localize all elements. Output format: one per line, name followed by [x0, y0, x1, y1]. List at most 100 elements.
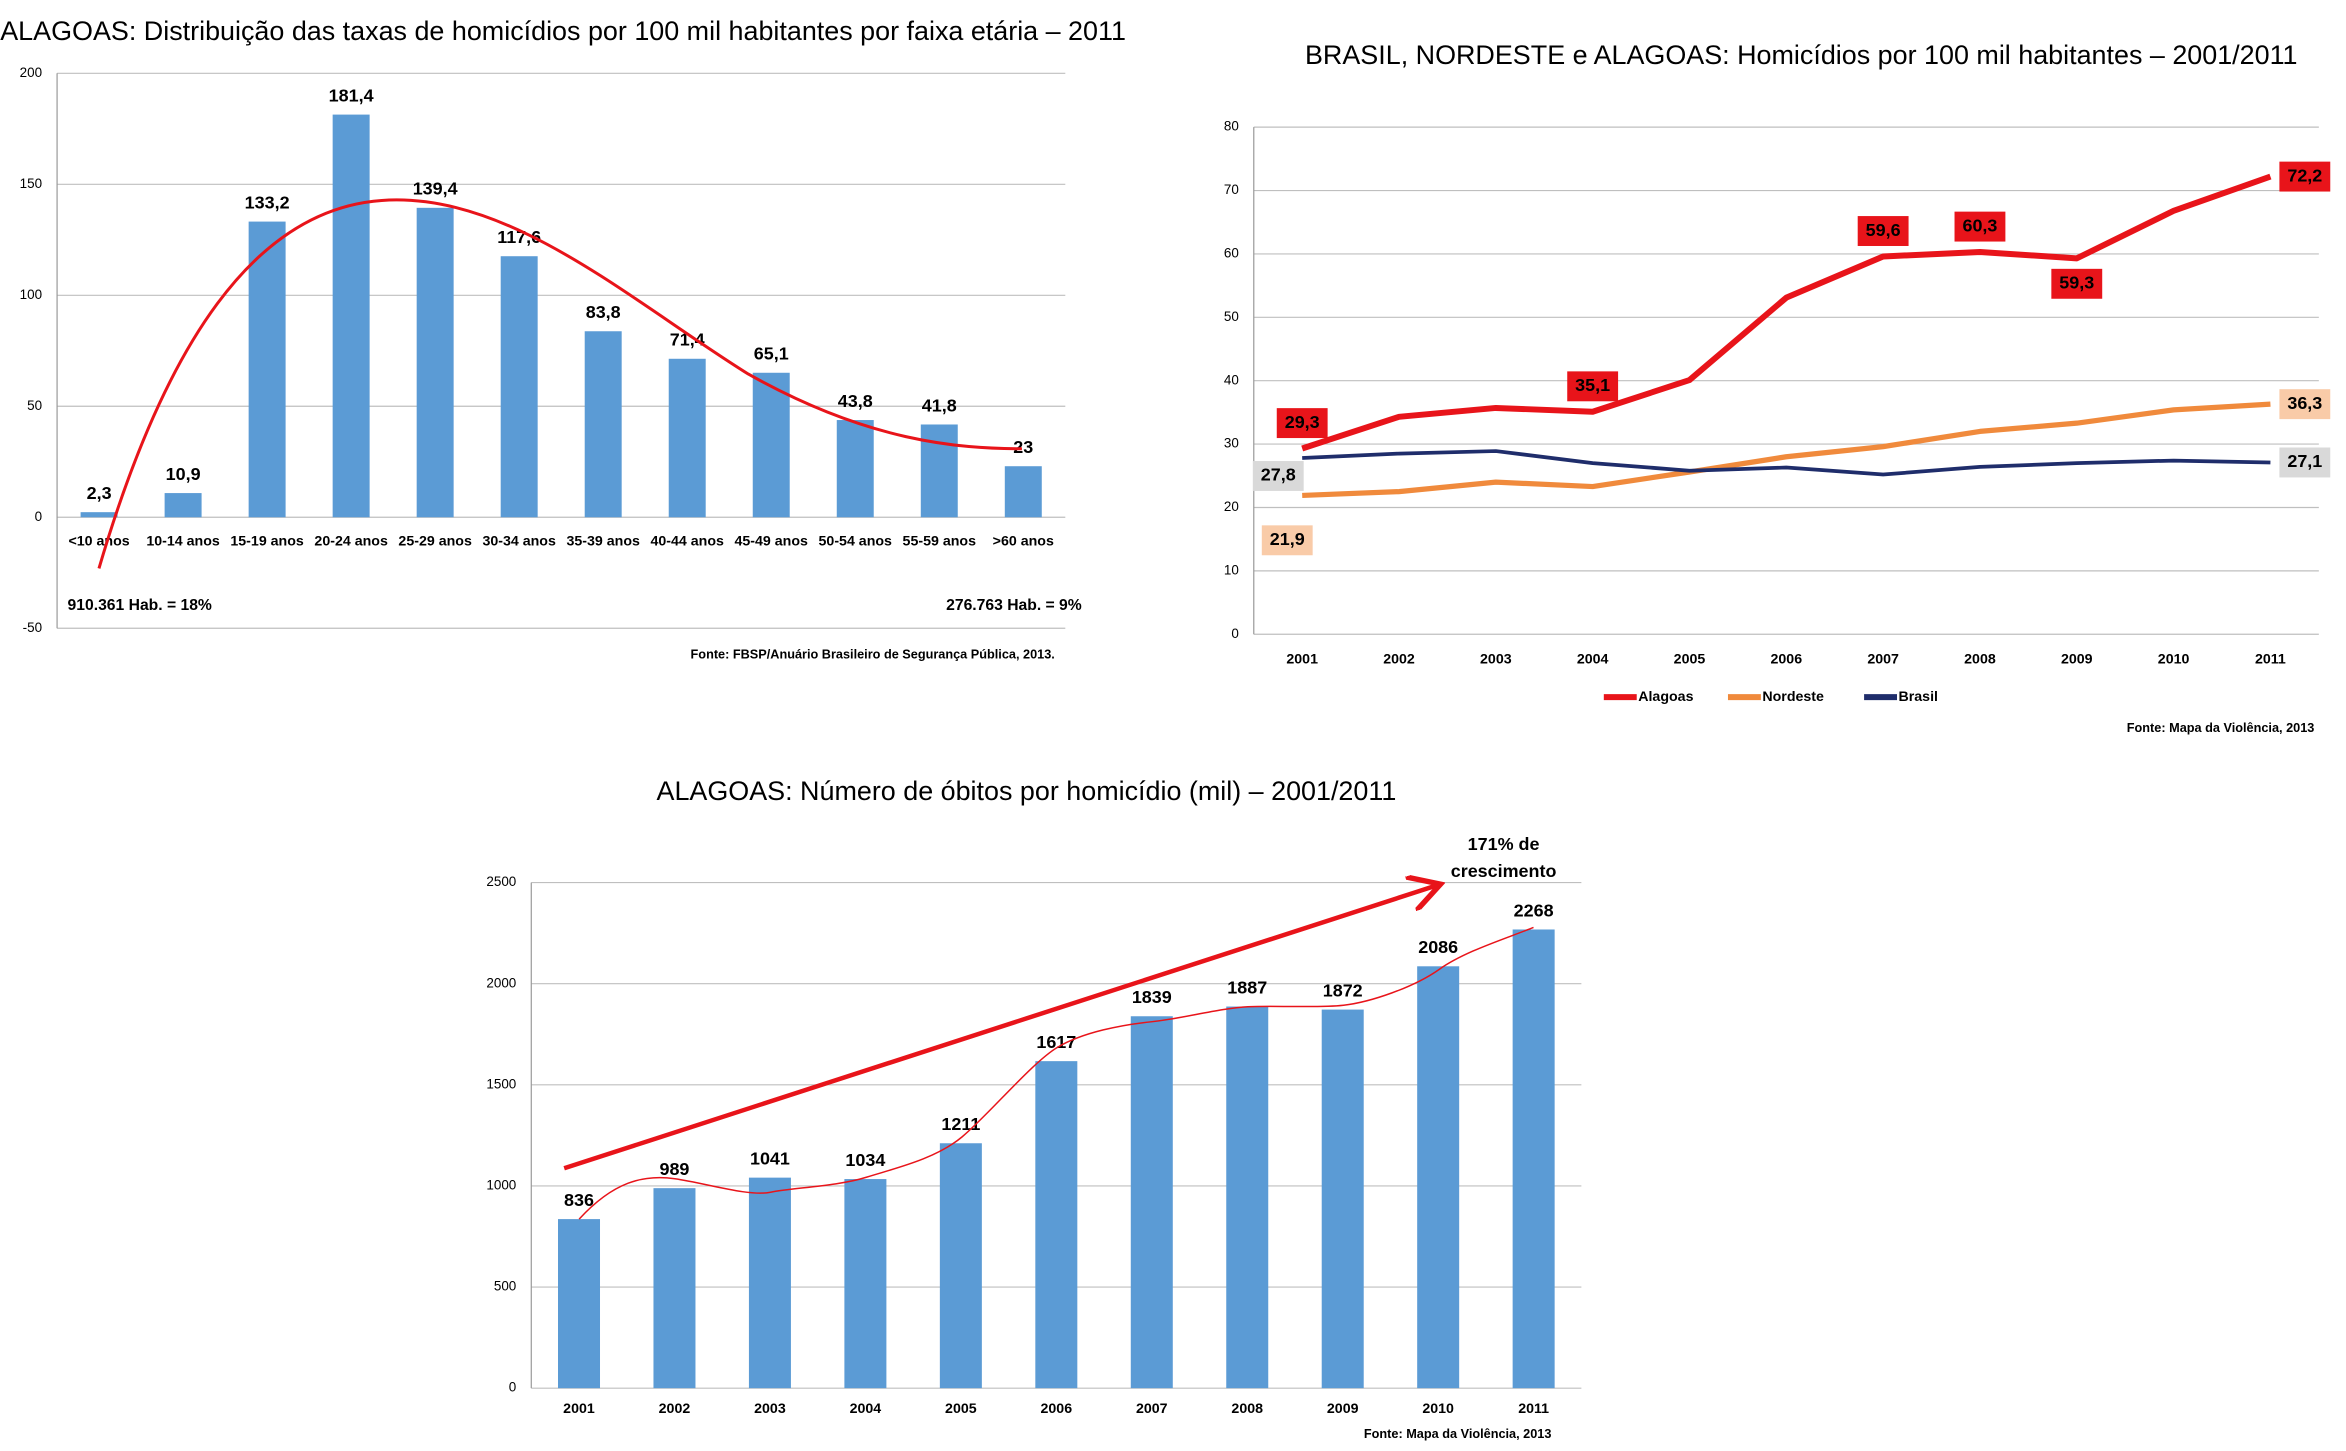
- data-label: 72,2: [2287, 165, 2322, 185]
- y-tick-label: 1000: [486, 1177, 516, 1192]
- bar: [248, 221, 286, 518]
- legend-label: Brasil: [1899, 689, 1938, 705]
- bar: [1130, 1016, 1173, 1389]
- data-label: 836: [564, 1190, 594, 1210]
- label-box: [1261, 525, 1313, 556]
- bar: [332, 114, 370, 518]
- label-box: [2279, 389, 2331, 420]
- x-tick-label: 35-39 anos: [566, 533, 640, 549]
- data-label: 83,8: [586, 302, 621, 322]
- y-tick-label: 0: [509, 1380, 516, 1395]
- x-tick-label: 2006: [1771, 651, 1803, 667]
- data-label: 1887: [1227, 977, 1267, 997]
- data-label: 41,8: [922, 395, 957, 415]
- data-label: 65,1: [754, 344, 789, 364]
- data-label: 60,3: [1962, 215, 1997, 235]
- data-label: 59,3: [2059, 273, 2094, 293]
- x-tick-label: 2003: [1480, 651, 1512, 667]
- data-label: 133,2: [245, 192, 290, 212]
- bar: [1226, 1006, 1269, 1389]
- y-tick-label: 150: [20, 176, 42, 191]
- x-tick-label: 2008: [1231, 1401, 1263, 1417]
- chart-title: ALAGOAS: Distribuição das taxas de homic…: [0, 16, 1126, 46]
- chart-title: ALAGOAS: Número de óbitos por homicídio …: [657, 776, 1397, 806]
- y-tick-label: 60: [1224, 245, 1239, 260]
- y-tick-label: 0: [1231, 626, 1238, 641]
- x-tick-label: 2007: [1867, 651, 1899, 667]
- growth-arrow: [563, 886, 1436, 1171]
- data-label: 10,9: [166, 464, 201, 484]
- data-label: 1617: [1036, 1032, 1076, 1052]
- y-tick-label: 2000: [486, 975, 516, 990]
- y-tick-label: -50: [23, 620, 42, 635]
- label-box: [1252, 461, 1304, 491]
- legend-label: Alagoas: [1638, 689, 1693, 705]
- y-tick-label: 20: [1224, 499, 1239, 514]
- bar: [1004, 466, 1042, 518]
- data-label: 181,4: [329, 85, 374, 105]
- y-tick-label: 1500: [486, 1076, 516, 1091]
- y-tick-label: 200: [20, 65, 42, 80]
- bar: [836, 420, 874, 518]
- data-label: 2268: [1514, 900, 1554, 920]
- bar: [752, 372, 790, 518]
- x-tick-label: 2002: [659, 1401, 691, 1417]
- source: Fonte: Mapa da Violência, 2013: [1364, 1426, 1552, 1441]
- y-tick-label: 500: [494, 1279, 516, 1294]
- series-line: [1302, 401, 2271, 499]
- source: Fonte: FBSP/Anuário Brasileiro de Segura…: [691, 647, 1055, 662]
- data-label: 71,4: [670, 330, 705, 350]
- line-chart: BRASIL, NORDESTE e ALAGOAS: Homicídios p…: [1224, 40, 2331, 735]
- y-tick-label: 10: [1224, 562, 1239, 577]
- annotation: 276.763 Hab. = 9%: [946, 597, 1082, 614]
- x-tick-label: 2005: [945, 1401, 977, 1417]
- legend-label: Nordeste: [1762, 689, 1824, 705]
- data-label: 23: [1013, 437, 1033, 457]
- bar: [939, 1143, 982, 1389]
- label-box: [2051, 268, 2103, 299]
- trend-curve: [97, 198, 1022, 569]
- data-label: 1041: [750, 1148, 790, 1168]
- x-tick-label: <10 anos: [68, 533, 129, 549]
- label-box: [1954, 211, 2006, 242]
- y-tick-label: 2500: [486, 874, 516, 889]
- data-label: 36,3: [2287, 393, 2322, 413]
- trend-curve: [578, 926, 1534, 1220]
- x-tick-label: 2002: [1383, 651, 1415, 667]
- annotation: 910.361 Hab. = 18%: [68, 597, 212, 614]
- label-box: [1857, 216, 1909, 246]
- series-line: [1301, 173, 2272, 452]
- bar: [1512, 929, 1555, 1389]
- data-label: 29,3: [1285, 412, 1320, 432]
- y-tick-label: 50: [27, 398, 42, 413]
- data-label: 989: [659, 1159, 689, 1179]
- data-label: 117,6: [497, 227, 541, 247]
- x-tick-label: 2008: [1964, 651, 1996, 667]
- data-label: 59,6: [1866, 220, 1901, 240]
- x-tick-label: 2006: [1041, 1401, 1073, 1417]
- data-label: 1034: [845, 1150, 885, 1170]
- y-tick-label: 0: [35, 509, 42, 524]
- y-tick-label: 70: [1224, 182, 1239, 197]
- source: Fonte: Mapa da Violência, 2013: [2127, 720, 2315, 735]
- x-tick-label: 2010: [1422, 1401, 1454, 1417]
- annotation: 171% de: [1468, 834, 1540, 854]
- label-box: [1567, 371, 1619, 402]
- data-label: 2086: [1418, 937, 1458, 957]
- y-tick-label: 30: [1224, 436, 1239, 451]
- data-label: 139,4: [413, 179, 458, 199]
- bar: [80, 512, 118, 518]
- x-tick-label: 25-29 anos: [398, 533, 472, 549]
- x-tick-label: 2004: [850, 1401, 882, 1417]
- x-tick-label: 15-19 anos: [230, 533, 304, 549]
- data-label: 1839: [1132, 987, 1172, 1007]
- data-label: 27,1: [2287, 451, 2322, 471]
- age-chart: ALAGOAS: Distribuição das taxas de homic…: [0, 16, 1126, 662]
- bar: [500, 256, 538, 518]
- x-tick-label: 2011: [2255, 651, 2286, 667]
- bar: [844, 1179, 887, 1389]
- bar: [584, 331, 622, 518]
- label-box: [1276, 408, 1328, 439]
- data-label: 2,3: [87, 483, 112, 503]
- label-box: [2279, 447, 2331, 478]
